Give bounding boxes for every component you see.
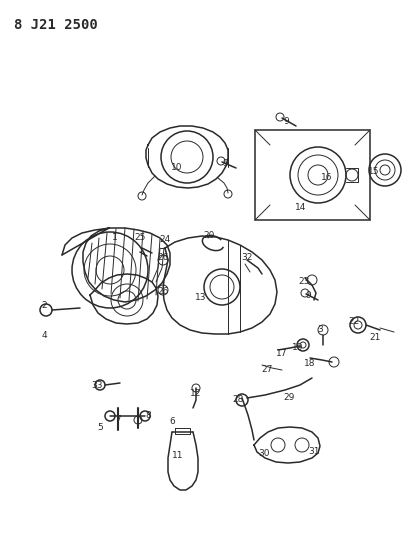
Text: 11: 11 bbox=[172, 451, 183, 461]
Text: 7: 7 bbox=[115, 416, 121, 424]
Text: 10: 10 bbox=[171, 164, 182, 173]
Text: 1: 1 bbox=[112, 233, 118, 243]
Text: 25: 25 bbox=[134, 232, 145, 241]
Text: 8 J21 2500: 8 J21 2500 bbox=[14, 18, 97, 32]
Text: 9: 9 bbox=[283, 117, 288, 126]
Text: 21: 21 bbox=[369, 334, 380, 343]
Text: 30: 30 bbox=[258, 448, 269, 457]
Text: 3: 3 bbox=[316, 326, 322, 335]
Text: 13: 13 bbox=[195, 293, 206, 302]
Text: 33: 33 bbox=[91, 382, 103, 391]
Text: 4: 4 bbox=[41, 332, 47, 341]
Text: 26: 26 bbox=[157, 254, 168, 262]
Text: 15: 15 bbox=[367, 166, 379, 175]
Text: 19: 19 bbox=[292, 343, 303, 352]
Text: 18: 18 bbox=[303, 359, 315, 367]
Text: 24: 24 bbox=[159, 236, 170, 245]
Text: 17: 17 bbox=[276, 349, 287, 358]
Text: 6: 6 bbox=[169, 417, 175, 426]
Text: 26: 26 bbox=[157, 287, 168, 296]
Text: 5: 5 bbox=[97, 424, 103, 432]
Text: 32: 32 bbox=[241, 254, 252, 262]
Text: 22: 22 bbox=[348, 318, 359, 327]
Text: 9: 9 bbox=[222, 158, 227, 167]
Text: 16: 16 bbox=[321, 173, 332, 182]
Text: 29: 29 bbox=[283, 392, 294, 401]
Text: 14: 14 bbox=[294, 204, 306, 213]
Text: 8: 8 bbox=[145, 410, 151, 419]
Text: 12: 12 bbox=[190, 390, 201, 399]
Text: 2: 2 bbox=[41, 302, 47, 311]
Text: 20: 20 bbox=[203, 231, 214, 240]
Text: 31: 31 bbox=[308, 448, 319, 456]
Text: 27: 27 bbox=[261, 365, 272, 374]
Bar bbox=[254, 130, 369, 220]
Text: 23: 23 bbox=[298, 278, 309, 287]
Text: 28: 28 bbox=[232, 395, 243, 405]
Text: 9: 9 bbox=[304, 292, 310, 301]
